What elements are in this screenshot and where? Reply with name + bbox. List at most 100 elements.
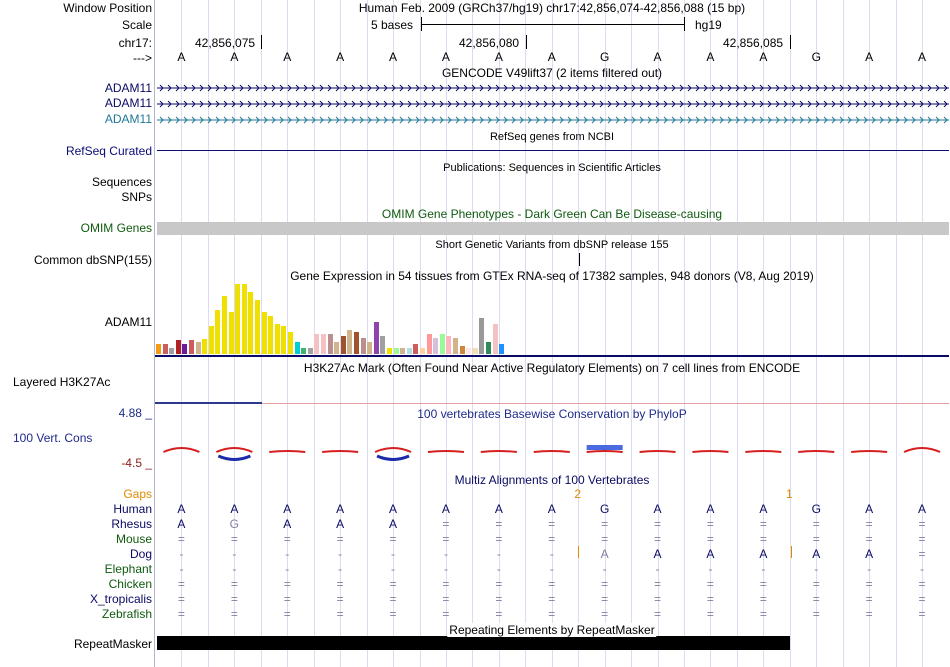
strand-chevron (247, 116, 252, 124)
alignment-base: A (547, 502, 556, 516)
species-label-rhesus[interactable]: Rhesus (111, 517, 152, 531)
h3k27ac-signal[interactable] (155, 402, 262, 404)
gtex-tissue-bar[interactable] (413, 344, 419, 354)
alignment-base: = (812, 592, 820, 606)
refseq-track-line[interactable] (157, 150, 949, 151)
gtex-tissue-bar[interactable] (367, 342, 373, 354)
gtex-tissue-bar[interactable] (182, 344, 188, 354)
strand-chevron (263, 100, 268, 108)
gtex-tissue-bar[interactable] (215, 310, 221, 354)
h3k27ac-track-label[interactable]: Layered H3K27Ac (13, 375, 111, 389)
gtex-tissue-bar[interactable] (261, 312, 267, 354)
gtex-tissue-bar[interactable] (169, 348, 175, 354)
strand-chevron (583, 100, 588, 108)
strand-chevron (487, 84, 492, 92)
gtex-tissue-bar[interactable] (393, 348, 399, 354)
gtex-tissue-bar[interactable] (354, 332, 359, 354)
gtex-tissue-bar[interactable] (499, 344, 505, 354)
gtex-tissue-bar[interactable] (228, 312, 234, 354)
phylop-track-label[interactable]: 100 Vert. Cons (13, 431, 93, 445)
gtex-tissue-bar[interactable] (248, 292, 254, 354)
gtex-tissue-bar[interactable] (162, 344, 168, 354)
gtex-tissue-bar[interactable] (347, 330, 353, 354)
species-label-chicken[interactable]: Chicken (108, 577, 152, 591)
gtex-tissue-bar[interactable] (255, 300, 260, 354)
gtex-tissue-bar[interactable] (175, 340, 181, 354)
alignment-base: = (548, 577, 556, 591)
gtex-tissue-bar[interactable] (314, 334, 320, 354)
strand-chevron (895, 84, 900, 92)
gtex-tissue-bar[interactable] (472, 348, 478, 354)
gtex-tissue-bar[interactable] (373, 322, 379, 354)
gtex-tissue-bar[interactable] (400, 348, 406, 354)
gtex-tissue-bar[interactable] (387, 348, 392, 354)
gtex-tissue-bar[interactable] (307, 348, 313, 354)
gtex-tissue-bar[interactable] (486, 342, 491, 354)
gtex-tissue-bar[interactable] (222, 296, 227, 354)
gtex-tissue-bar[interactable] (380, 336, 386, 354)
gtex-tissue-bar[interactable] (208, 326, 214, 354)
repeatmasker-track-label[interactable]: RepeatMasker (73, 637, 152, 651)
gtex-tissue-bar[interactable] (241, 284, 247, 354)
publications-track-label[interactable]: Sequences (91, 175, 152, 189)
gtex-tissue-bar[interactable] (426, 334, 432, 354)
gtex-tissue-bar[interactable] (274, 324, 280, 354)
gtex-tissue-bar[interactable] (479, 318, 485, 354)
strand-chevron (799, 84, 804, 92)
gtex-tissue-bar[interactable] (327, 334, 333, 354)
species-label-zebrafish[interactable]: Zebrafish (101, 607, 152, 621)
gtex-tissue-bar[interactable] (459, 346, 465, 354)
gtex-tissue-bar[interactable] (446, 336, 452, 354)
gtex-tissue-bar[interactable] (439, 334, 445, 354)
gtex-tissue-bar[interactable] (406, 348, 412, 354)
species-label-elephant[interactable]: Elephant (104, 562, 152, 576)
gtex-tissue-bar[interactable] (156, 344, 161, 354)
strand-chevron (327, 84, 332, 92)
dbsnp-track-label[interactable]: Common dbSNP(155) (33, 253, 152, 267)
gtex-tissue-bar[interactable] (288, 332, 293, 354)
gtex-tissue-bar[interactable] (202, 339, 208, 354)
gtex-tissue-bar[interactable] (189, 340, 194, 354)
gencode-track-label-1[interactable]: ADAM11 (104, 81, 152, 95)
omim-feature-bar[interactable] (157, 222, 949, 235)
gtex-track-label[interactable]: ADAM11 (104, 315, 152, 329)
refseq-track-label[interactable]: RefSeq Curated (65, 144, 152, 158)
alignment-base: = (336, 532, 344, 546)
gencode-track-label-3[interactable]: ADAM11 (104, 112, 152, 126)
gtex-tissue-bar[interactable] (321, 334, 326, 354)
gtex-tissue-bar[interactable] (453, 338, 458, 354)
species-label-x_tropicalis[interactable]: X_tropicalis (89, 592, 152, 606)
dbsnp-variant-tick[interactable] (579, 253, 580, 266)
strand-chevron (495, 84, 500, 92)
coord-3-tick (790, 35, 791, 49)
gtex-tissue-bar[interactable] (235, 284, 241, 354)
species-label-mouse[interactable]: Mouse (115, 532, 152, 546)
gtex-tissue-bar[interactable] (492, 324, 498, 354)
strand-chevron (855, 116, 860, 124)
repeatmasker-element[interactable] (157, 636, 790, 650)
gtex-tissue-bar[interactable] (195, 342, 201, 354)
gtex-tissue-bar[interactable] (466, 348, 472, 354)
gtex-tissue-bar[interactable] (301, 348, 307, 354)
gtex-tissue-bar[interactable] (360, 338, 366, 354)
gtex-tissue-bar[interactable] (340, 336, 346, 354)
gtex-tissue-bar[interactable] (268, 316, 274, 354)
omim-track-label[interactable]: OMIM Genes (80, 221, 152, 235)
species-label-dog[interactable]: Dog (129, 547, 152, 561)
alignment-base: A (706, 547, 715, 561)
snps-track-label[interactable]: SNPs (121, 190, 152, 204)
species-label-human[interactable]: Human (113, 502, 152, 516)
strand-chevron (319, 100, 324, 108)
gtex-tissue-bar[interactable] (281, 326, 287, 354)
strand-chevron (279, 116, 284, 124)
strand-chevron (647, 116, 652, 124)
strand-chevron (431, 84, 436, 92)
gtex-tissue-bar[interactable] (334, 342, 340, 354)
gencode-track-label-2[interactable]: ADAM11 (104, 96, 152, 110)
gtex-tissue-bar[interactable] (433, 338, 439, 354)
gtex-tissue-bar[interactable] (420, 348, 425, 354)
strand-chevron (887, 116, 892, 124)
strand-chevron (575, 116, 580, 124)
gtex-tissue-bar[interactable] (294, 342, 300, 354)
